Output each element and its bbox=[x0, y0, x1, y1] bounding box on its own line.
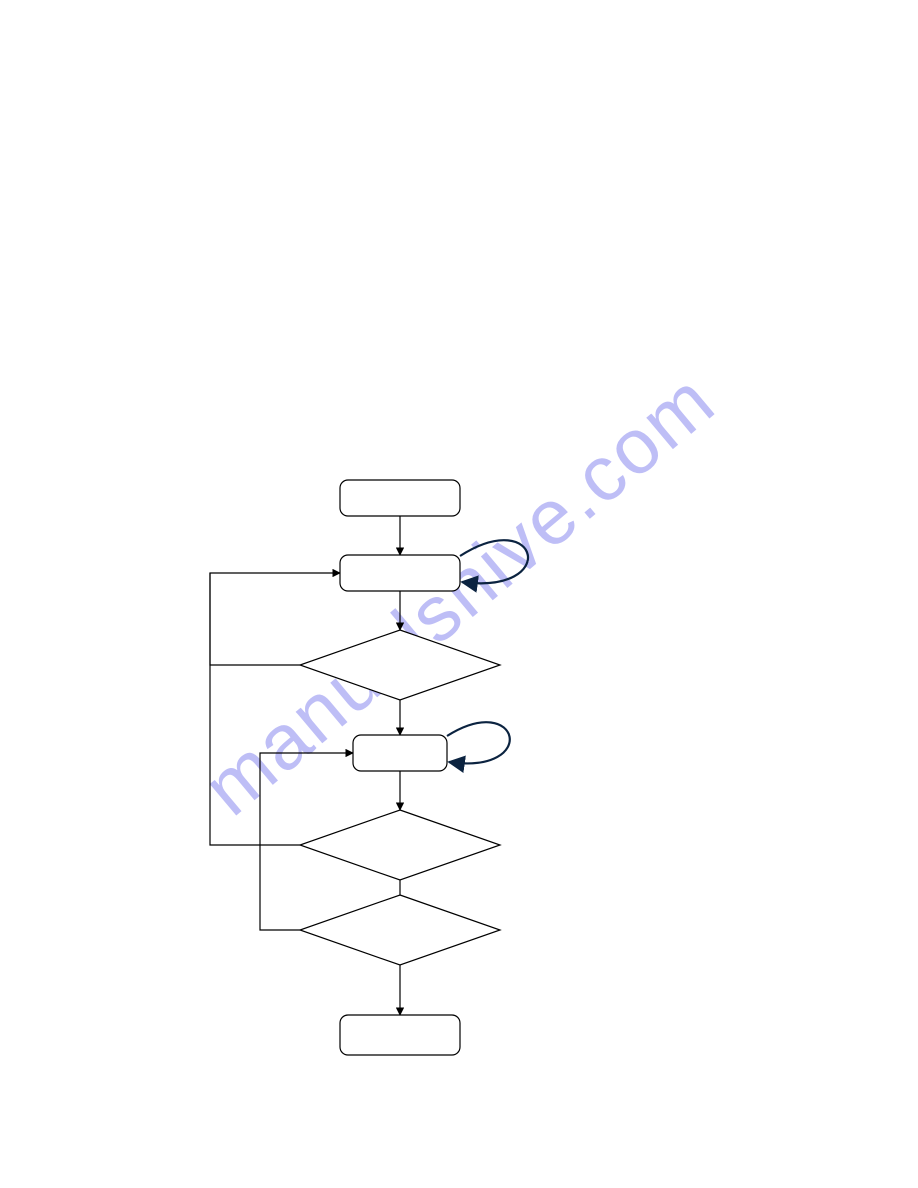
node-decC bbox=[300, 895, 500, 965]
flowchart-canvas bbox=[0, 0, 918, 1188]
edge-decA-procA bbox=[210, 573, 340, 665]
node-decA bbox=[300, 630, 500, 700]
node-end bbox=[340, 1015, 460, 1055]
node-procA bbox=[340, 555, 460, 591]
self-loop-procA bbox=[460, 540, 528, 583]
self-loop-procB bbox=[447, 722, 510, 763]
node-procB bbox=[353, 735, 447, 771]
node-start bbox=[340, 480, 460, 516]
node-decB bbox=[300, 810, 500, 880]
edge-decB-procA bbox=[210, 573, 300, 845]
